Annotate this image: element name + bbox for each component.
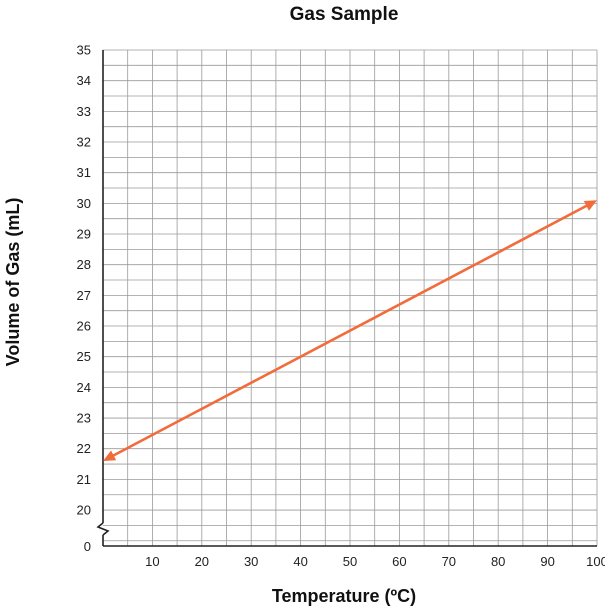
y-tick-label: 30 bbox=[77, 196, 91, 211]
y-tick-label: 34 bbox=[77, 73, 91, 88]
y-tick-label: 23 bbox=[77, 411, 91, 426]
y-tick-label: 20 bbox=[77, 503, 91, 518]
series-arrowhead-start bbox=[103, 450, 117, 461]
x-tick-label: 80 bbox=[491, 554, 505, 569]
axis-layer bbox=[96, 50, 597, 547]
grid-layer bbox=[103, 49, 598, 546]
x-tick-label: 20 bbox=[195, 554, 209, 569]
y-tick-label: 27 bbox=[77, 288, 91, 303]
tick-layer: 20 21 22 23 24 25 26 27 28 29 30 31 32 33 34 35 0 10 20 30 4… bbox=[77, 43, 605, 570]
y-tick-label: 29 bbox=[77, 227, 91, 242]
y-tick-label: 24 bbox=[77, 380, 91, 395]
y-axis-break bbox=[96, 522, 110, 536]
chart-title: Gas Sample bbox=[290, 4, 399, 25]
x-tick-label: 10 bbox=[145, 554, 159, 569]
y-tick-label: 33 bbox=[77, 104, 91, 119]
x-tick-label: 30 bbox=[244, 554, 258, 569]
x-tick-label: 70 bbox=[442, 554, 456, 569]
x-tick-label: 60 bbox=[392, 554, 406, 569]
y-tick-label: 32 bbox=[77, 135, 91, 150]
y-tick-label: 25 bbox=[77, 349, 91, 364]
y-axis-label: Volume of Gas (mL) bbox=[3, 198, 23, 367]
y-tick-label: 35 bbox=[77, 43, 91, 58]
origin-tick-label: 0 bbox=[84, 539, 91, 554]
series-line bbox=[108, 202, 592, 459]
series-arrowhead-end bbox=[583, 200, 597, 211]
x-tick-label: 50 bbox=[343, 554, 357, 569]
y-tick-label: 22 bbox=[77, 441, 91, 456]
series-layer bbox=[103, 200, 597, 461]
y-tick-label: 26 bbox=[77, 319, 91, 334]
x-axis-label: Temperature (ºC) bbox=[272, 586, 416, 606]
y-tick-label: 21 bbox=[77, 472, 91, 487]
x-tick-label: 100 bbox=[586, 554, 605, 569]
x-tick-label: 90 bbox=[540, 554, 554, 569]
y-tick-label: 31 bbox=[77, 165, 91, 180]
y-tick-label: 28 bbox=[77, 257, 91, 272]
x-tick-label: 40 bbox=[293, 554, 307, 569]
